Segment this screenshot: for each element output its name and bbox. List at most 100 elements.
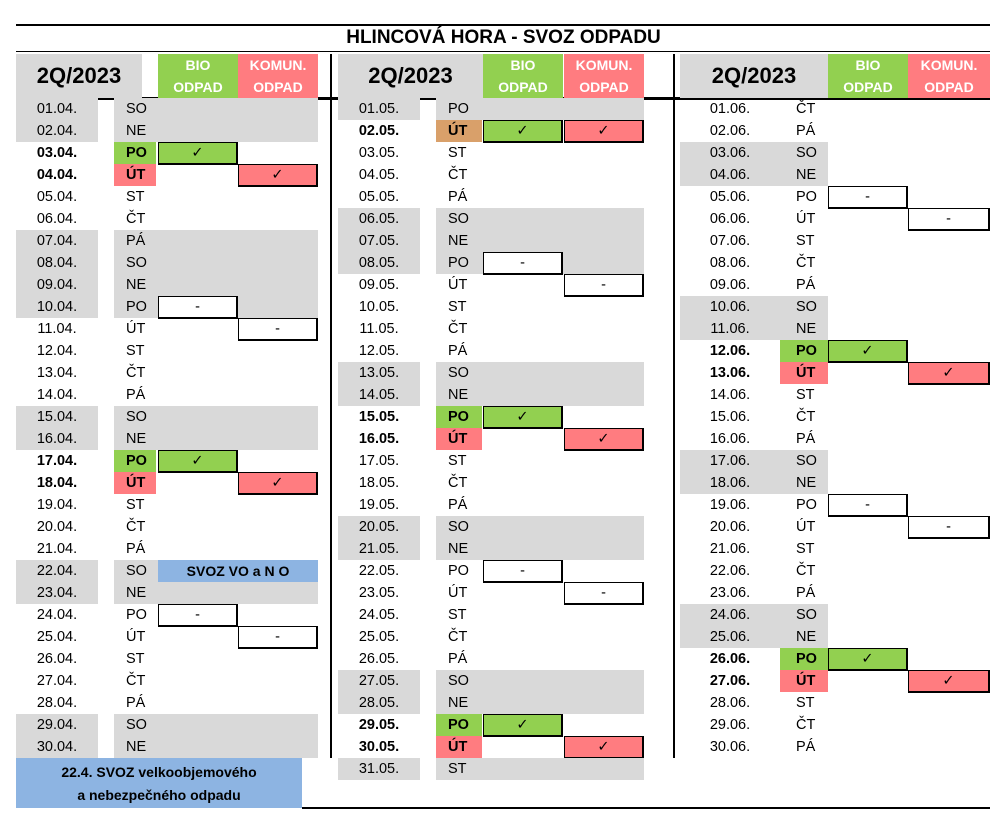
bio-header-line1: BIO <box>855 57 881 73</box>
weekday-cell: SO <box>114 252 156 274</box>
komun-collection-dash: - <box>908 208 990 231</box>
weekday-cell: NE <box>780 472 828 494</box>
weekday-cell: PÁ <box>448 497 468 513</box>
date-cell: 16.06. <box>709 431 751 447</box>
bio-collection-check: ✓ <box>158 142 238 165</box>
date-cell: 26.04. <box>36 651 78 667</box>
date-cell: 30.04. <box>16 736 98 758</box>
date-cell: 02.06. <box>709 123 751 139</box>
bio-collection-dash: - <box>158 604 238 627</box>
bio-header: BIO ODPAD <box>158 54 238 98</box>
bio-collection-dash: - <box>483 252 563 275</box>
date-cell: 01.05. <box>338 98 420 120</box>
weekday-cell: ÚT <box>126 629 146 645</box>
komun-collection-check: ✓ <box>238 164 318 187</box>
row-shading <box>482 98 644 120</box>
date-cell: 05.06. <box>709 189 751 205</box>
komun-collection-dash: - <box>238 318 318 341</box>
weekday-cell: PO <box>436 406 482 428</box>
date-cell: 13.05. <box>338 362 420 384</box>
date-cell: 06.06. <box>709 211 751 227</box>
weekday-cell: PÁ <box>796 277 816 293</box>
weekday-cell: ÚT <box>126 321 146 337</box>
komun-header-line1: KOMUN. <box>575 57 633 73</box>
page-title: HLINCOVÁ HORA - SVOZ ODPADU <box>346 27 661 48</box>
komun-header-line2: ODPAD <box>253 79 303 95</box>
weekday-cell: ST <box>796 233 815 249</box>
weekday-cell: ÚT <box>780 670 828 692</box>
row-shading <box>482 384 644 406</box>
row-shading <box>482 230 644 252</box>
weekday-cell: SO <box>114 406 156 428</box>
date-cell: 14.06. <box>709 387 751 403</box>
bio-collection-dash: - <box>158 296 238 319</box>
weekday-cell: SO <box>780 142 828 164</box>
komun-header-line2: ODPAD <box>579 79 629 95</box>
date-cell: 07.06. <box>709 233 751 249</box>
weekday-cell: ČT <box>126 673 146 689</box>
weekday-cell: PÁ <box>796 123 816 139</box>
weekday-cell: ÚT <box>796 211 816 227</box>
weekday-cell: PÁ <box>448 651 468 667</box>
date-cell: 17.04. <box>36 453 78 469</box>
divider-1 <box>330 54 332 758</box>
weekday-cell: PÁ <box>448 343 468 359</box>
komun-header: KOMUN. ODPAD <box>238 54 318 98</box>
quarter-label: 2Q/2023 <box>338 54 483 98</box>
weekday-cell: ČT <box>448 321 468 337</box>
date-cell: 10.04. <box>16 296 98 318</box>
date-cell: 12.05. <box>358 343 400 359</box>
date-cell: 26.06. <box>709 651 751 667</box>
row-shading <box>156 406 318 428</box>
top-rule <box>16 24 990 26</box>
weekday-cell: SO <box>114 560 156 582</box>
komun-collection-dash: - <box>238 626 318 649</box>
date-cell: 04.06. <box>680 164 780 186</box>
weekday-cell: NE <box>436 538 482 560</box>
bio-header: BIO ODPAD <box>828 54 908 98</box>
date-cell: 23.05. <box>358 585 400 601</box>
date-cell: 05.05. <box>358 189 400 205</box>
bottom-rule <box>302 807 990 809</box>
weekday-cell: ST <box>448 145 467 161</box>
date-cell: 02.04. <box>16 120 98 142</box>
date-cell: 03.06. <box>680 142 780 164</box>
date-cell: 20.05. <box>338 516 420 538</box>
divider-2 <box>673 54 675 758</box>
weekday-cell: PO <box>796 497 817 513</box>
date-cell: 27.05. <box>338 670 420 692</box>
weekday-cell: ST <box>436 758 482 780</box>
date-cell: 28.04. <box>36 695 78 711</box>
weekday-cell: ST <box>796 541 815 557</box>
date-cell: 23.06. <box>709 585 751 601</box>
date-cell: 20.06. <box>709 519 751 535</box>
bio-header-line1: BIO <box>510 57 536 73</box>
date-cell: 04.04. <box>36 167 78 183</box>
weekday-cell: ČT <box>448 475 468 491</box>
weekday-cell: PÁ <box>114 230 156 252</box>
date-cell: 11.06. <box>680 318 780 340</box>
date-cell: 22.06. <box>709 563 751 579</box>
weekday-cell: ČT <box>126 365 146 381</box>
date-cell: 25.05. <box>358 629 400 645</box>
date-cell: 12.04. <box>36 343 78 359</box>
date-cell: 09.04. <box>16 274 98 296</box>
weekday-cell: ST <box>448 453 467 469</box>
weekday-cell: ÚT <box>448 585 468 601</box>
weekday-cell: PÁ <box>448 189 468 205</box>
weekday-cell: ČT <box>796 409 816 425</box>
date-cell: 04.05. <box>358 167 400 183</box>
date-cell: 17.05. <box>358 453 400 469</box>
footnote: 22.4. SVOZ velkoobjemového a nebezpečnéh… <box>16 758 302 808</box>
komun-collection-check: ✓ <box>564 428 644 451</box>
weekday-cell: PÁ <box>126 387 146 403</box>
komun-header: KOMUN. ODPAD <box>908 54 990 98</box>
bio-collection-check: ✓ <box>828 648 908 671</box>
date-cell: 21.05. <box>338 538 420 560</box>
komun-collection-dash: - <box>908 516 990 539</box>
date-cell: 10.06. <box>680 296 780 318</box>
date-cell: 11.04. <box>37 321 77 337</box>
weekday-cell: PÁ <box>796 739 816 755</box>
row-shading <box>482 670 644 692</box>
weekday-cell: ST <box>796 695 815 711</box>
